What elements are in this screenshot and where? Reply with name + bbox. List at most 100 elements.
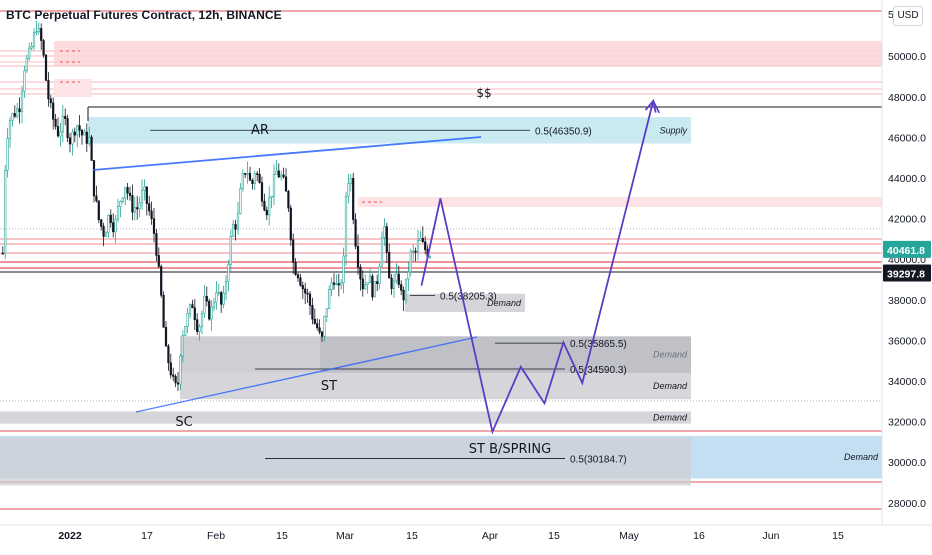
candle-up [59, 131, 62, 137]
midline-label: 0.5(34590.3) [570, 365, 627, 376]
candle-up [28, 47, 31, 59]
candle-up [133, 207, 136, 213]
price-badge-label: 40461.8 [887, 245, 925, 257]
candle-down [172, 374, 175, 377]
candle-down [385, 226, 388, 253]
candle-down [277, 170, 280, 178]
candle-down [313, 318, 316, 324]
zone-label: Demand [487, 298, 522, 308]
candle-down [56, 126, 60, 137]
supply-band-top[interactable] [54, 41, 882, 66]
candle-up [215, 292, 218, 303]
candle-up [20, 90, 24, 113]
candle-down [361, 278, 364, 290]
candle-up [229, 235, 232, 265]
candle-up [347, 183, 350, 197]
candle-up [121, 197, 124, 202]
candle-up [419, 237, 422, 241]
candle-up [212, 301, 216, 308]
candle-down [248, 173, 252, 181]
y-tick-label-partial: 5 [888, 9, 894, 21]
candle-up [107, 214, 110, 234]
zone-demand-overlay[interactable] [0, 437, 691, 486]
resistance-trendline[interactable] [92, 136, 482, 171]
annotation-label: ST [321, 379, 337, 394]
zone-demand[interactable] [405, 293, 525, 312]
annotation-label: ST B/SPRING [469, 442, 551, 457]
supply-box[interactable] [358, 197, 882, 207]
candle-down [205, 296, 208, 302]
candle-up [407, 271, 410, 280]
candle-down [251, 179, 254, 184]
candle-down [356, 246, 360, 268]
candle-up [404, 278, 408, 301]
projection-path[interactable] [420, 100, 655, 435]
candle-up [198, 326, 201, 332]
candle-down [294, 262, 297, 275]
candle-down [337, 283, 340, 286]
candle-up [392, 280, 396, 289]
supply-box[interactable] [54, 79, 92, 97]
candle-up [409, 250, 412, 273]
candle-down [44, 54, 48, 81]
candle-down [155, 233, 158, 256]
x-tick-label: Mar [336, 530, 355, 542]
candle-down [402, 290, 405, 301]
y-tick-label: 34000.0 [888, 376, 926, 388]
candle-down [95, 195, 98, 202]
zone-demand[interactable] [180, 372, 691, 400]
y-tick-label: 28000.0 [888, 498, 926, 510]
x-tick-label: 17 [141, 530, 153, 542]
candle-down [174, 376, 177, 384]
annotation-label: $$ [476, 86, 491, 100]
candle-down [64, 115, 67, 119]
candle-down [152, 218, 156, 234]
price-badge[interactable] [883, 264, 931, 282]
annotation-label: SC [175, 415, 192, 430]
currency-button[interactable]: USD [893, 6, 923, 26]
candle-up [268, 197, 271, 216]
candle-down [18, 108, 21, 113]
candle-up [323, 316, 326, 337]
zone-inner [320, 336, 691, 373]
candle-up [349, 178, 352, 185]
candle-up [116, 206, 120, 220]
candle-up [6, 138, 9, 171]
support-trendline[interactable] [135, 336, 478, 413]
y-tick-label: 44000.0 [888, 173, 926, 185]
candle-up [37, 28, 40, 33]
zone-label: Demand [844, 452, 879, 462]
candle-up [340, 282, 343, 286]
candle-down [97, 200, 100, 221]
midline-label: 0.5(30184.7) [570, 454, 627, 465]
candle-up [364, 284, 367, 290]
candle-up [76, 125, 79, 136]
candle-down [196, 319, 199, 332]
candle-up [23, 70, 26, 92]
candle-down [191, 304, 194, 309]
candle-up [378, 265, 381, 285]
candle-down [390, 277, 393, 289]
x-tick-label: Apr [482, 530, 499, 542]
candle-down [320, 331, 324, 337]
zone-demand[interactable] [0, 411, 691, 424]
candle-down [80, 130, 84, 136]
candle-up [8, 119, 12, 139]
candle-down [78, 125, 81, 131]
candle-down [388, 252, 391, 279]
candle-up [412, 250, 415, 253]
price-badge[interactable] [883, 240, 931, 258]
candle-down [234, 224, 237, 230]
candle-down [376, 281, 379, 285]
candle-up [373, 281, 376, 298]
candle-up [61, 115, 64, 133]
x-tick-label: 15 [832, 530, 844, 542]
candle-up [188, 304, 192, 314]
candle-up [4, 169, 7, 254]
candle-down [164, 327, 168, 347]
candle-down [102, 226, 105, 237]
y-tick-label: 32000.0 [888, 417, 926, 429]
